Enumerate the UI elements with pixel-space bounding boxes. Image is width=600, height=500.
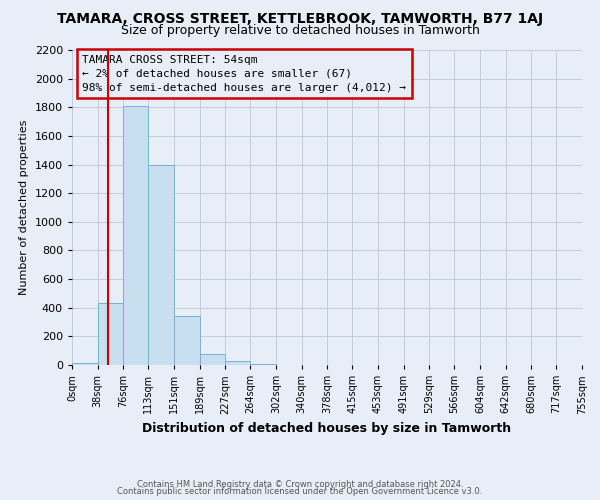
Bar [98, 304, 124, 365]
Text: TAMARA, CROSS STREET, KETTLEBROOK, TAMWORTH, B77 1AJ: TAMARA, CROSS STREET, KETTLEBROOK, TAMWO… [57, 12, 543, 26]
X-axis label: Distribution of detached houses by size in Tamworth: Distribution of detached houses by size … [142, 422, 512, 435]
Text: Size of property relative to detached houses in Tamworth: Size of property relative to detached ho… [121, 24, 479, 37]
Bar [124, 106, 148, 365]
Text: Contains public sector information licensed under the Open Government Licence v3: Contains public sector information licen… [118, 488, 482, 496]
Y-axis label: Number of detached properties: Number of detached properties [19, 120, 29, 295]
Bar [174, 316, 200, 365]
Bar [148, 164, 174, 365]
Bar [200, 354, 226, 365]
Bar [72, 363, 98, 365]
Text: Contains HM Land Registry data © Crown copyright and database right 2024.: Contains HM Land Registry data © Crown c… [137, 480, 463, 489]
Bar [250, 364, 276, 365]
Bar [226, 362, 250, 365]
Text: TAMARA CROSS STREET: 54sqm
← 2% of detached houses are smaller (67)
98% of semi-: TAMARA CROSS STREET: 54sqm ← 2% of detac… [82, 54, 406, 92]
